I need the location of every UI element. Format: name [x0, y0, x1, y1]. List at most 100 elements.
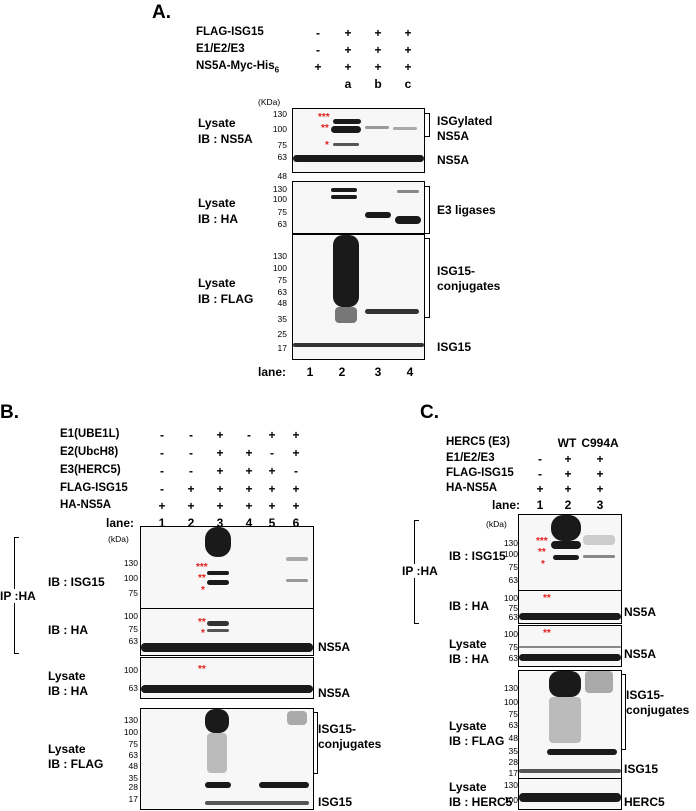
panel-a-isgylated: ISGylated: [437, 114, 493, 128]
panel-c-blot3: [518, 625, 622, 667]
mw-marker: 48: [508, 733, 518, 743]
lane-number: 3: [596, 498, 604, 512]
mw-marker: 75: [277, 140, 287, 150]
panel-a-letter: A.: [152, 2, 171, 23]
star-single: *: [541, 559, 545, 570]
sign: +: [158, 499, 166, 513]
panel-c-herc5: HERC5: [624, 795, 665, 809]
mw-marker: 63: [508, 720, 518, 730]
mw-marker: 130: [272, 184, 287, 194]
sign: -: [294, 464, 298, 478]
sign: WT: [557, 436, 577, 450]
panel-c-conj2: conjugates: [626, 703, 690, 717]
panel-b-row: FLAG-ISG15: [60, 482, 128, 494]
panel-a-row-e1e2e3: E1/E2/E3: [196, 43, 245, 55]
bracket: [425, 113, 430, 137]
panel-b-row: E1(UBE1L): [60, 428, 120, 440]
mw-marker: 17: [277, 343, 287, 353]
sign: +: [564, 467, 572, 481]
sign: -: [160, 482, 164, 496]
sign: +: [564, 452, 572, 466]
panel-a-blot1-label2: IB : NS5A: [198, 132, 253, 146]
panel-a-blot3-label2: IB : FLAG: [198, 292, 254, 306]
sign: +: [292, 482, 300, 496]
mw-marker: 17: [508, 768, 518, 778]
mw-marker: 63: [508, 653, 518, 663]
panel-c-blot1-label: IB : ISG15: [449, 549, 506, 563]
lane-number: 1: [306, 365, 314, 379]
sign: +: [344, 43, 352, 57]
sign: +: [596, 467, 604, 481]
panel-c-ip-label: IP :HA: [402, 564, 438, 578]
sign: +: [216, 446, 224, 460]
panel-b-blot4: [140, 708, 314, 810]
star-triple: ***: [318, 112, 330, 123]
panel-b-blot1-label: IB : ISG15: [48, 575, 105, 589]
panel-b-blot3-label2: IB : HA: [48, 684, 88, 698]
star-triple: ***: [536, 536, 548, 547]
mw-marker: 100: [123, 665, 138, 675]
mw-marker: 17: [128, 794, 138, 804]
panel-a-blot2-label1: Lysate: [198, 196, 236, 210]
mw-marker: 100: [272, 194, 287, 204]
panel-c-conj: ISG15-: [626, 688, 665, 702]
panel-b-blot3-label1: Lysate: [48, 669, 86, 683]
mw-marker: 48: [277, 171, 287, 181]
star-double: **: [198, 573, 206, 584]
sign: +: [216, 482, 224, 496]
lane-number: 4: [406, 365, 414, 379]
sign: +: [536, 482, 544, 496]
mw-marker: 28: [128, 782, 138, 792]
mw-marker: 75: [277, 275, 287, 285]
sign: +: [292, 428, 300, 442]
panel-c-blot4-label2: IB : FLAG: [449, 734, 505, 748]
mw-marker: 130: [503, 780, 518, 790]
mw-marker: 75: [508, 709, 518, 719]
mw-marker: 100: [272, 263, 287, 273]
mw-marker: 63: [128, 636, 138, 646]
panel-a-blot3-label1: Lysate: [198, 276, 236, 290]
lane-letter-a: a: [344, 77, 352, 91]
star-double: **: [538, 547, 546, 558]
panel-b-blot4-label2: IB : FLAG: [48, 757, 104, 771]
mw-marker: 75: [128, 739, 138, 749]
mw-marker: 130: [503, 538, 518, 548]
sign: +: [404, 60, 412, 74]
sign: -: [189, 464, 193, 478]
panel-c-blot3-label2: IB : HA: [449, 652, 489, 666]
mw-marker: 75: [508, 603, 518, 613]
panel-b-isg15: ISG15: [318, 795, 353, 809]
panel-b-row: HA-NS5A: [60, 499, 112, 511]
mw-marker: 100: [272, 124, 287, 134]
mw-marker: 63: [508, 575, 518, 585]
sign: +: [596, 482, 604, 496]
panel-b-conj: ISG15-: [318, 722, 357, 736]
mw-marker: 63: [277, 287, 287, 297]
sign: +: [216, 499, 224, 513]
panel-b-blot4-label1: Lysate: [48, 742, 86, 756]
bracket: [425, 238, 430, 318]
kda-label: (KDa): [258, 97, 281, 107]
panel-a-blot1: [292, 108, 425, 173]
sign: +: [374, 43, 382, 57]
panel-c-blot5-label2: IB : HERC5: [449, 795, 513, 809]
sign: -: [538, 467, 542, 481]
panel-a-isg15-conj2: conjugates: [437, 279, 501, 293]
mw-marker: 130: [123, 715, 138, 725]
sign: +: [564, 482, 572, 496]
star-double: **: [321, 123, 329, 134]
mw-marker: 100: [503, 697, 518, 707]
sign: -: [270, 446, 274, 460]
panel-b-letter: B.: [0, 402, 19, 423]
mw-marker: 48: [128, 761, 138, 771]
panel-c-row: E1/E2/E3: [446, 452, 495, 464]
sign: -: [160, 446, 164, 460]
panel-c-blot1: [518, 514, 622, 592]
mw-marker: 48: [277, 298, 287, 308]
star-double: **: [198, 664, 206, 675]
panel-b-conj2: conjugates: [318, 737, 382, 751]
panel-b-ns5a-2: NS5A: [318, 686, 351, 700]
mw-marker: 75: [508, 642, 518, 652]
panel-c-blot2-label: IB : HA: [449, 599, 489, 613]
panel-c-blot2: [518, 590, 622, 624]
